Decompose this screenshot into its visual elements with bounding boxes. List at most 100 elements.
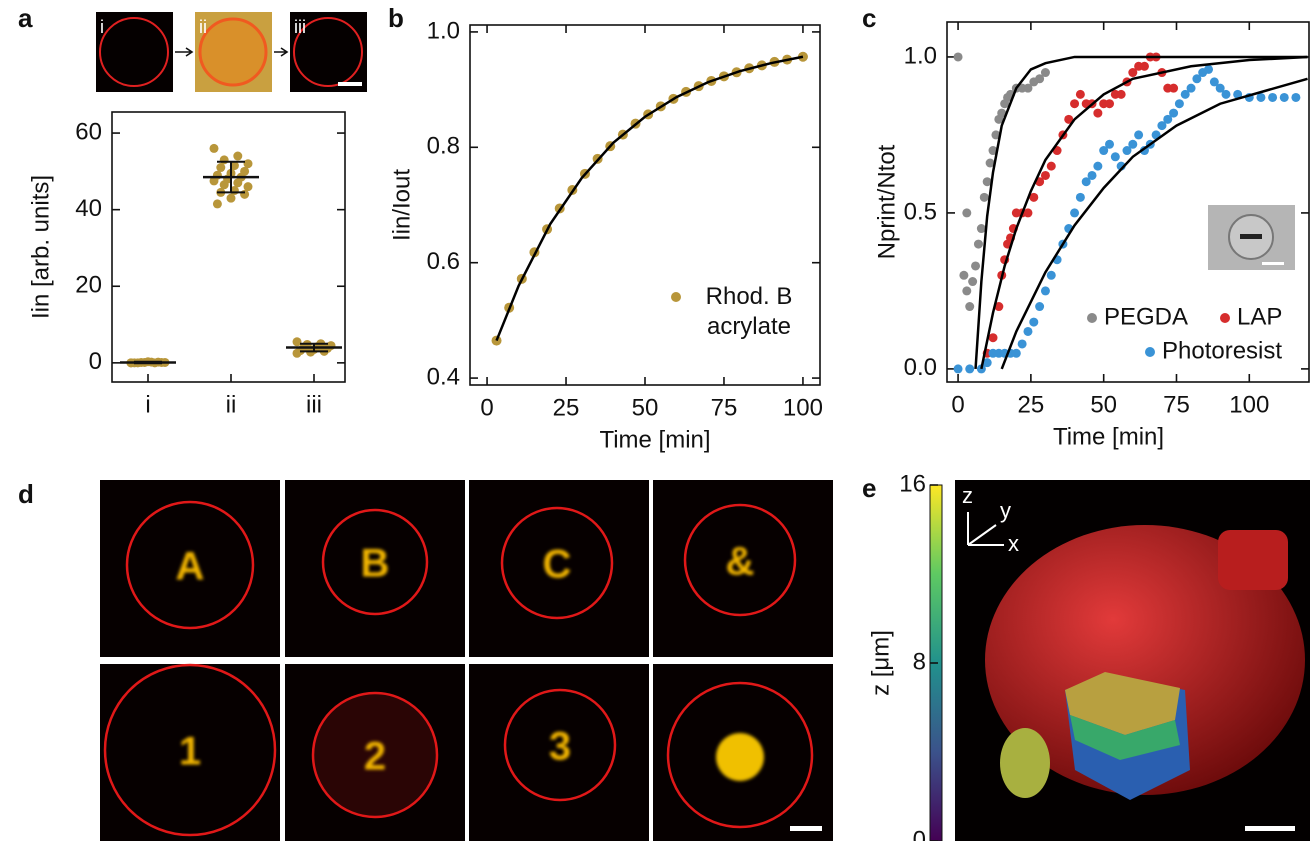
- data-point: [965, 364, 974, 373]
- y-axis-label: Iin [arb. units]: [27, 175, 54, 319]
- x-tick-label: 50: [1090, 391, 1117, 418]
- y-tick-label: 20: [75, 272, 102, 299]
- data-point: [1041, 286, 1050, 295]
- x-tick-label: 0: [951, 391, 964, 418]
- glyph: 1: [179, 730, 201, 774]
- data-point: [954, 52, 963, 61]
- data-point: [1111, 152, 1120, 161]
- blob: [1000, 728, 1050, 798]
- legend-entry: Photoresist: [1162, 337, 1282, 364]
- scale-bar: [790, 826, 822, 831]
- data-point: [1221, 90, 1230, 99]
- data-point: [989, 333, 998, 342]
- glyph: A: [176, 545, 205, 589]
- scale-bar: [338, 82, 362, 86]
- data-point: [1140, 62, 1149, 71]
- panel-label: d: [18, 479, 34, 509]
- x-axis-label: Time [min]: [599, 426, 710, 453]
- legend-marker: [671, 292, 681, 302]
- panel-label: e: [862, 473, 876, 503]
- data-point: [1117, 90, 1126, 99]
- data-point: [220, 155, 229, 164]
- y-axis-label: Nprint/Ntot: [873, 144, 900, 259]
- data-point: [1105, 99, 1114, 108]
- x-axis-label: Time [min]: [1053, 423, 1164, 450]
- data-point: [1134, 130, 1143, 139]
- print: [1240, 234, 1262, 239]
- axis-triad-label: y: [1000, 498, 1011, 523]
- data-point: [962, 286, 971, 295]
- x-tick-label: 25: [1018, 391, 1045, 418]
- x-tick-label: 100: [783, 394, 823, 421]
- data-point: [210, 144, 219, 153]
- y-tick-label: 0.6: [427, 248, 460, 275]
- x-tick-label: 50: [632, 394, 659, 421]
- glyph: 3: [549, 725, 571, 769]
- data-point: [1023, 327, 1032, 336]
- glyph: 2: [364, 735, 386, 779]
- legend-marker: [1220, 313, 1230, 323]
- x-tick-label: 75: [711, 394, 738, 421]
- data-point: [1076, 90, 1085, 99]
- legend-marker: [1087, 313, 1097, 323]
- y-tick-label: 0.0: [904, 354, 937, 381]
- legend-entry: PEGDA: [1104, 303, 1188, 330]
- data-point: [1035, 302, 1044, 311]
- data-point: [1041, 68, 1050, 77]
- x-tick-label: 0: [480, 394, 493, 421]
- y-tick-label: 40: [75, 195, 102, 222]
- page: ABC&123 d a0204060Iin [arb. units]iiiiii…: [0, 0, 1310, 841]
- panel-label: b: [388, 3, 404, 33]
- axis-triad-label: x: [1008, 531, 1019, 556]
- data-point: [954, 364, 963, 373]
- data-point: [1169, 109, 1178, 118]
- data-point: [1070, 99, 1079, 108]
- glyph: C: [543, 543, 572, 587]
- legend-entry: Rhod. B acrylate: [690, 282, 808, 342]
- data-point: [1128, 140, 1137, 149]
- data-point: [220, 180, 229, 189]
- data-point: [1093, 162, 1102, 171]
- axis-triad-label: z: [962, 483, 973, 508]
- x-tick-label: i: [145, 391, 150, 418]
- y-tick-label: 16: [899, 470, 926, 497]
- data-point: [1029, 318, 1038, 327]
- panel-label: a: [18, 3, 33, 33]
- data-point: [1175, 99, 1184, 108]
- legend-entry: LAP: [1237, 303, 1282, 330]
- scale-bar: [1262, 262, 1284, 265]
- data-point: [1012, 349, 1021, 358]
- data-point: [1169, 84, 1178, 93]
- data-point: [959, 271, 968, 280]
- x-tick-label: 100: [1229, 391, 1269, 418]
- data-point: [1018, 339, 1027, 348]
- data-point: [1204, 65, 1213, 74]
- data-point: [968, 277, 977, 286]
- legend-marker: [1145, 347, 1155, 357]
- x-tick-label: iii: [306, 391, 322, 418]
- data-point: [1280, 93, 1289, 102]
- data-point: [1088, 171, 1097, 180]
- data-point: [977, 224, 986, 233]
- inset-label: i: [100, 17, 104, 37]
- data-point: [965, 302, 974, 311]
- data-point: [980, 193, 989, 202]
- blob: [1218, 530, 1288, 590]
- inset-label: ii: [199, 17, 207, 37]
- x-tick-label: 75: [1163, 391, 1190, 418]
- data-point: [1187, 84, 1196, 93]
- vesicle: [200, 19, 266, 85]
- y-tick-label: 0.5: [904, 198, 937, 225]
- x-tick-label: ii: [226, 391, 237, 418]
- glyph: B: [361, 542, 390, 586]
- inset-image: [96, 12, 173, 92]
- data-point: [974, 240, 983, 249]
- data-point: [216, 163, 225, 172]
- y-tick-label: 8: [913, 648, 926, 675]
- y-tick-label: 1.0: [427, 17, 460, 44]
- figure: ABC&123 d a0204060Iin [arb. units]iiiiii…: [0, 0, 1310, 841]
- scale-bar: [1245, 826, 1295, 831]
- data-point: [1291, 93, 1300, 102]
- data-point: [1076, 193, 1085, 202]
- y-tick-label: 60: [75, 118, 102, 145]
